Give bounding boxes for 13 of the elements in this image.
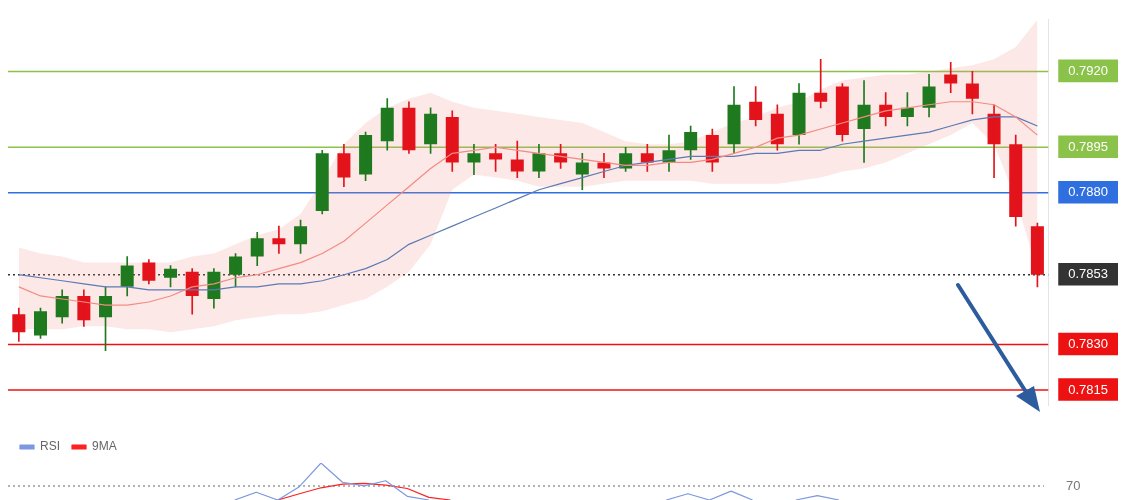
candlestick — [944, 61, 958, 93]
legend-label: RSI — [40, 439, 61, 454]
candlestick — [727, 86, 741, 154]
legend-label: 9MA — [92, 439, 117, 454]
y-tick-label: 0.7895 — [1068, 138, 1108, 154]
y-tick-label: 0.7815 — [1068, 381, 1108, 397]
text: 70 — [1066, 477, 1081, 493]
y-tick-label: 0.7853 — [1068, 266, 1108, 282]
y-tick-label: 0.7880 — [1068, 184, 1108, 200]
y-tick-label: 0.7830 — [1068, 336, 1108, 352]
candlestick — [575, 152, 589, 191]
candlestick — [510, 140, 524, 178]
y-tick-label: 0.7920 — [1068, 62, 1108, 78]
